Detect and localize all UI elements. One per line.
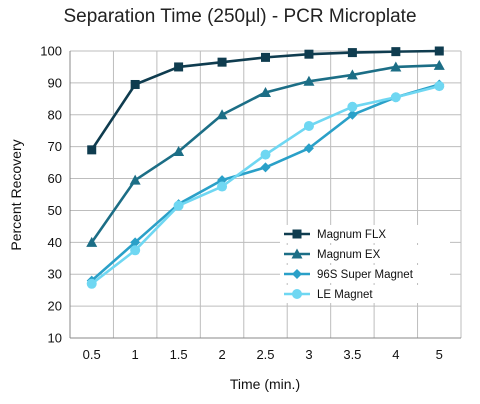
data-point: [86, 278, 97, 289]
y-tick-label: 30: [48, 267, 62, 282]
data-point: [433, 59, 445, 70]
y-tick-labels: 10 20 30 40 50 60 70 80 90 100: [40, 44, 62, 346]
data-point: [347, 101, 358, 112]
y-tick-label: 100: [40, 44, 62, 59]
data-point: [173, 200, 184, 211]
x-tick-label: 1.5: [170, 347, 188, 362]
data-point: [346, 69, 358, 80]
legend-item: Magnum FLX: [280, 225, 450, 243]
data-point: [174, 62, 184, 72]
y-tick-label: 20: [48, 299, 62, 314]
legend-item: LE Magnet: [280, 285, 450, 303]
data-point: [87, 145, 97, 155]
data-point: [347, 48, 357, 58]
x-axis-label: Time (min.): [230, 376, 300, 392]
data-point: [130, 79, 140, 89]
series-magnum-ex: [86, 59, 445, 247]
y-tick-label: 80: [48, 107, 62, 122]
x-tick-label: 2: [218, 347, 225, 362]
data-point: [303, 75, 315, 86]
x-tick-label: 5: [436, 347, 443, 362]
data-point: [390, 61, 402, 72]
data-point: [217, 181, 228, 192]
data-point: [129, 174, 141, 185]
y-tick-label: 90: [48, 75, 62, 90]
data-point: [173, 145, 185, 156]
x-tick-label: 4: [392, 347, 399, 362]
y-tick-label: 70: [48, 139, 62, 154]
series-magnum-flx: [87, 46, 444, 155]
chart-title: Separation Time (250µl) - PCR Microplate: [63, 6, 417, 27]
data-point: [347, 109, 358, 120]
legend-label: Magnum EX: [317, 249, 381, 261]
data-point: [260, 86, 271, 97]
x-tick-label: 3.5: [343, 347, 361, 362]
legend-marker: [292, 289, 302, 299]
legend-label: LE Magnet: [317, 289, 373, 301]
x-tick-label: 3: [305, 347, 312, 362]
y-tick-label: 40: [48, 235, 62, 250]
data-point: [216, 109, 228, 120]
data-point: [260, 149, 271, 160]
y-tick-label: 60: [48, 171, 62, 186]
data-point: [130, 245, 141, 256]
data-point: [260, 162, 271, 173]
legend-label: Magnum FLX: [317, 229, 386, 241]
legend-item-bg: [280, 265, 450, 283]
data-series: [86, 46, 445, 289]
data-point: [434, 81, 445, 92]
data-point: [434, 46, 444, 56]
legend-item: 96S Super Magnet: [280, 265, 450, 283]
x-tick-label: 0.5: [83, 347, 101, 362]
data-point: [86, 236, 98, 247]
legend-marker: [292, 269, 302, 279]
data-point: [261, 52, 270, 62]
data-point: [391, 47, 401, 57]
y-tick-label: 50: [48, 203, 62, 218]
axes: [69, 51, 461, 339]
data-point: [304, 49, 314, 59]
legend-marker: [291, 248, 303, 259]
legend-label: 96S Super Magnet: [317, 269, 414, 281]
x-tick-label: 1: [132, 347, 139, 362]
data-point: [303, 143, 314, 154]
y-tick-label: 10: [48, 331, 62, 346]
data-point: [303, 120, 314, 131]
legend-item-bg: [280, 225, 450, 243]
data-point: [390, 92, 401, 103]
y-axis-label: Percent Recovery: [8, 139, 24, 250]
series-le-magnet: [86, 81, 445, 289]
data-point: [130, 237, 141, 248]
legend: Magnum FLX Magnum EX 96S Super Magnet LE Ma…: [280, 225, 450, 303]
data-point: [217, 57, 227, 67]
legend-item: Magnum EX: [280, 245, 450, 263]
x-tick-label: 2.5: [256, 347, 274, 362]
legend-item-bg: [280, 285, 450, 303]
legend-marker: [292, 229, 302, 239]
legend-item-bg: [280, 245, 450, 263]
x-tick-labels: 0.5 1 1.5 2 2.5 3 3.5 4 5: [83, 347, 443, 362]
